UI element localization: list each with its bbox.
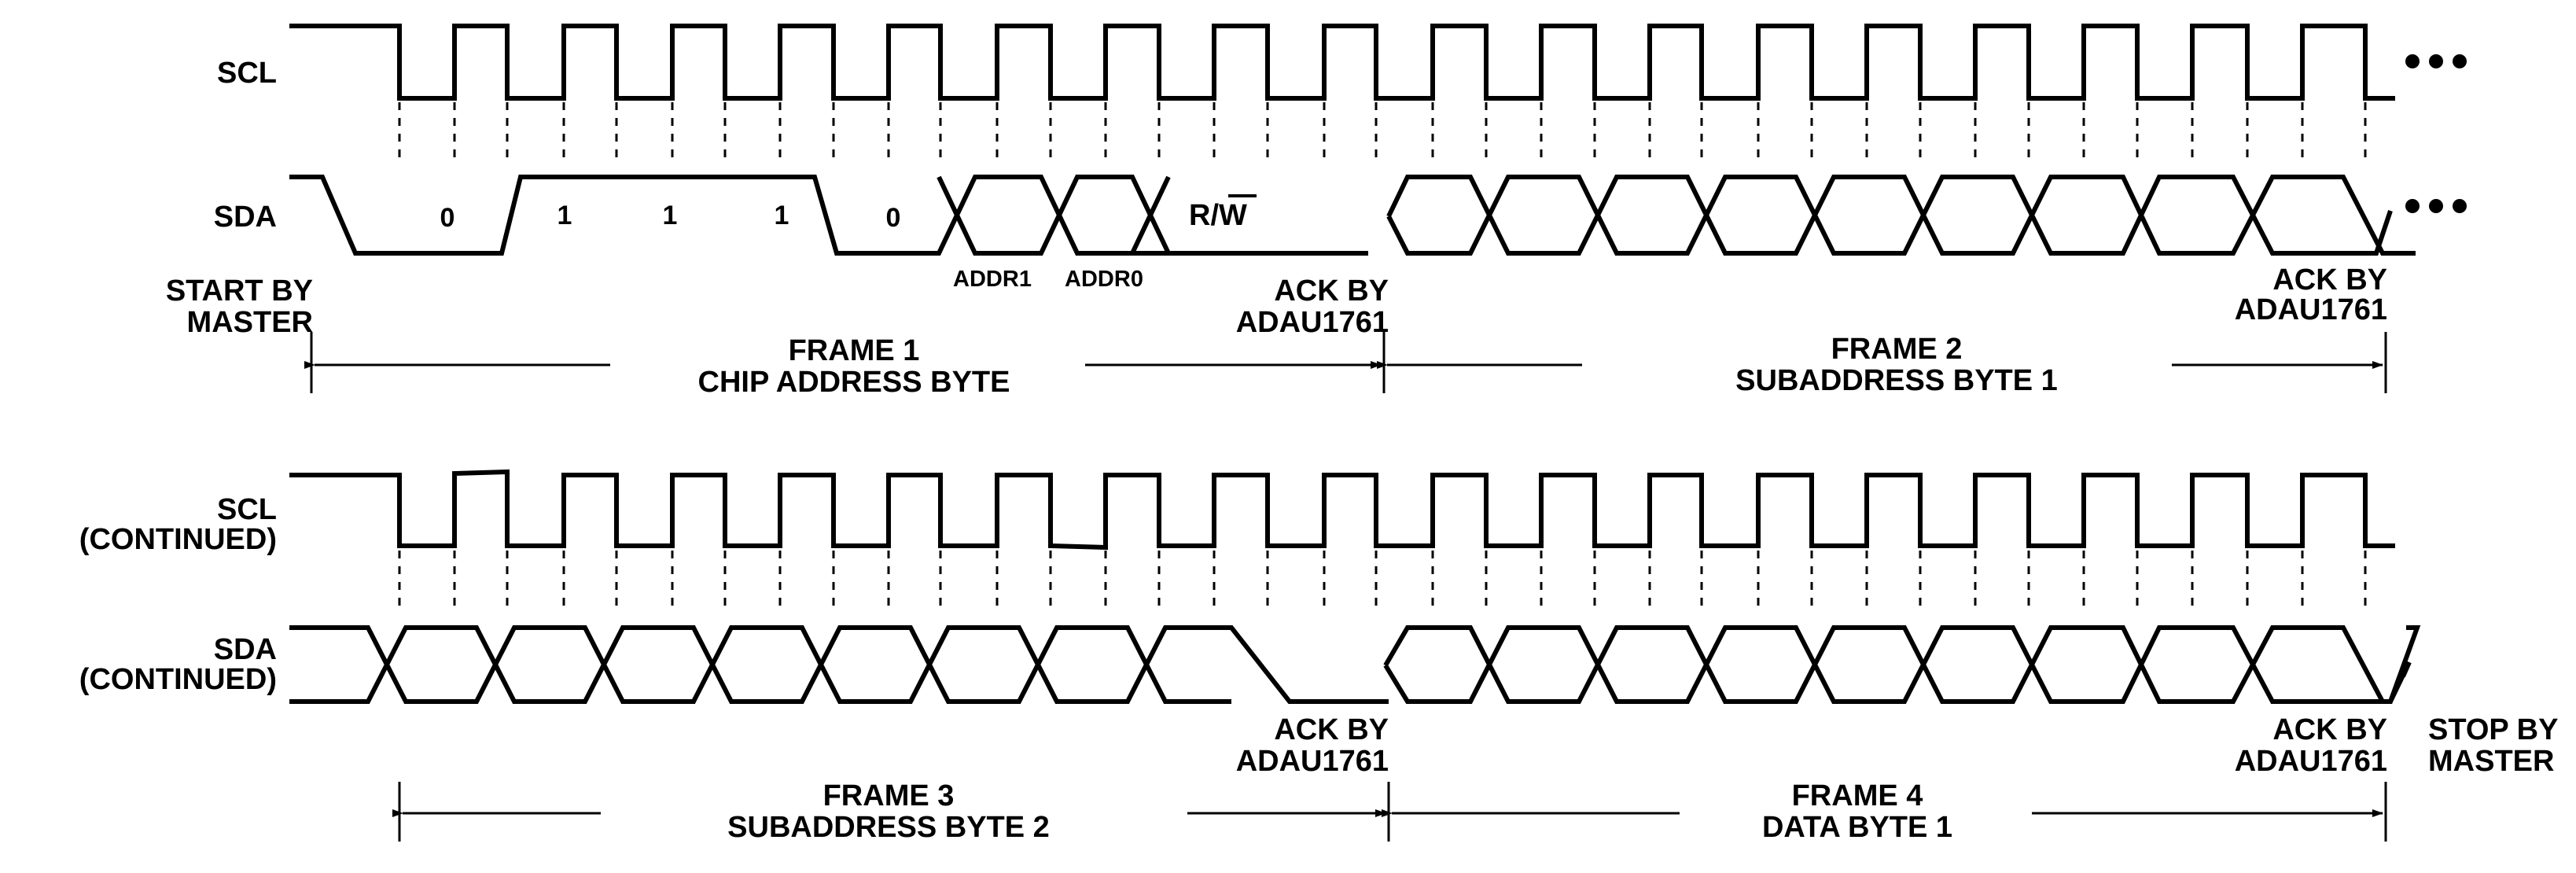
scl-label: SCL <box>217 57 277 90</box>
start-label-line2: MASTER <box>187 306 313 339</box>
frame2-subtitle: SUBADDRESS BYTE 1 <box>1735 364 2058 397</box>
ack-label-line1: ACK BY <box>1274 713 1389 746</box>
sda-label: SDA <box>214 201 277 234</box>
addr1-label: ADDR1 <box>953 267 1032 292</box>
frame3-subtitle: SUBADDRESS BYTE 2 <box>727 811 1050 844</box>
continuation-dots-scl <box>2405 54 2467 68</box>
continuation-dots-sda <box>2405 199 2467 213</box>
stop-label-line2: MASTER <box>2428 745 2554 778</box>
sda-continued-label-line2: (CONTINUED) <box>79 663 277 696</box>
start-label-line1: START BY <box>166 274 313 308</box>
ack-label-line2: ADAU1761 <box>1236 306 1389 339</box>
scl-continued-waveform <box>289 469 2395 551</box>
ack-label-line2: ADAU1761 <box>1236 745 1389 778</box>
frame3-title: FRAME 3 <box>823 779 955 812</box>
bit-label: 1 <box>663 201 678 230</box>
addr0-label: ADDR0 <box>1065 267 1143 292</box>
sda-continued-waveform-frame3 <box>289 625 1378 704</box>
clock-edge-markers-top <box>398 102 2367 164</box>
sda-waveform-frame1 <box>289 175 1368 256</box>
sda-continued-waveform-frame4 <box>1378 625 2421 704</box>
ack-label-line2: ADAU1761 <box>2235 745 2387 778</box>
sda-addr-bits <box>937 175 1171 256</box>
rw-label: R/W <box>1189 199 1247 232</box>
frame1-subtitle: CHIP ADDRESS BYTE <box>698 366 1010 399</box>
stop-label-line1: STOP BY <box>2428 713 2558 746</box>
ack-label-line1: ACK BY <box>2272 713 2387 746</box>
ack-label-line1: ACK BY <box>2272 263 2387 297</box>
scl-continued-label-line2: (CONTINUED) <box>79 523 277 556</box>
clock-edge-markers-bottom <box>398 551 2367 612</box>
frame2-title: FRAME 2 <box>1831 333 1963 366</box>
frame4-subtitle: DATA BYTE 1 <box>1762 811 1952 844</box>
frame4-title: FRAME 4 <box>1792 779 1923 812</box>
scl-waveform <box>289 24 2395 101</box>
ack-label-line1: ACK BY <box>1274 274 1389 308</box>
bit-label: 1 <box>775 201 789 230</box>
scl-continued-label-line1: SCL <box>217 493 277 526</box>
ack-label-line2: ADAU1761 <box>2235 293 2387 326</box>
sda-continued-label-line1: SDA <box>214 633 277 666</box>
bit-label: 0 <box>886 203 901 233</box>
sda-waveform-frame2 <box>1386 175 2416 256</box>
bit-label: 0 <box>440 203 455 233</box>
bit-label: 1 <box>558 201 572 230</box>
frame1-title: FRAME 1 <box>789 334 920 367</box>
